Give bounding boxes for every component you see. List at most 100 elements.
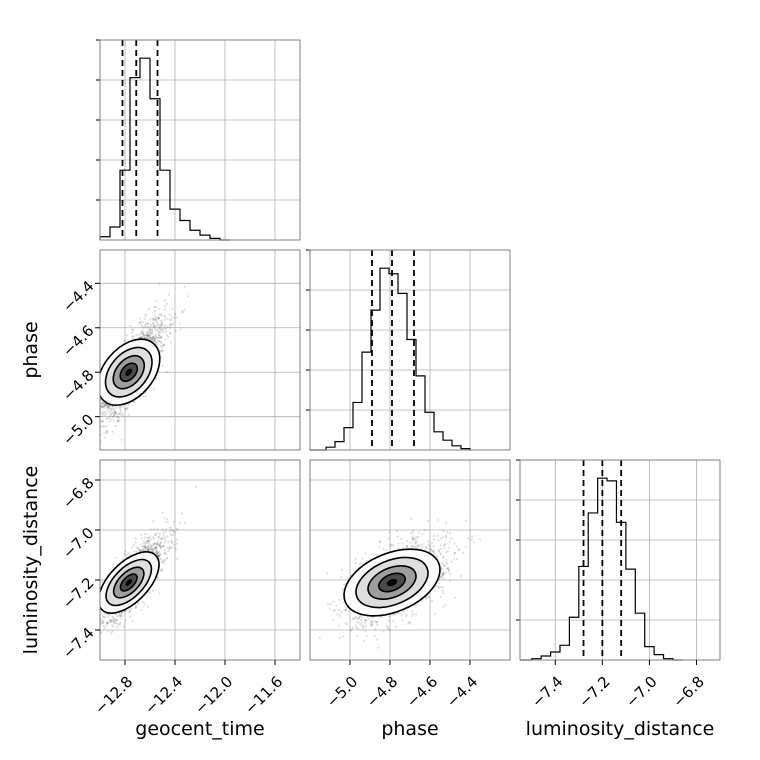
sample-point — [169, 322, 172, 325]
sample-point — [152, 340, 155, 343]
sample-point — [109, 418, 112, 421]
sample-point — [343, 608, 346, 611]
sample-point — [131, 328, 134, 331]
sample-point — [106, 461, 108, 463]
sample-point — [163, 308, 166, 311]
sample-point — [103, 616, 106, 619]
sample-point — [396, 535, 399, 538]
sample-point — [155, 545, 158, 548]
sample-point — [143, 326, 146, 329]
sample-point — [160, 346, 164, 349]
sample-point — [97, 623, 99, 625]
histogram-bin — [344, 428, 353, 450]
sample-point — [107, 404, 110, 407]
sample-point — [139, 549, 142, 553]
sample-point — [164, 530, 167, 533]
sample-point — [147, 334, 150, 337]
sample-point — [141, 549, 144, 552]
histogram-bin — [150, 99, 160, 240]
sample-point — [103, 403, 106, 406]
sample-point — [158, 282, 161, 285]
sample-point — [382, 547, 385, 551]
sample-point — [97, 621, 99, 623]
sample-point — [153, 337, 156, 340]
sample-point — [100, 631, 103, 635]
sample-point — [406, 622, 410, 625]
sample-point — [140, 335, 143, 339]
sample-point — [401, 619, 404, 622]
sample-point — [161, 324, 164, 327]
sample-point — [152, 548, 155, 552]
sample-point — [444, 604, 447, 607]
sample-point — [105, 407, 108, 410]
sample-point — [132, 400, 135, 404]
sample-point — [158, 334, 161, 337]
sample-point — [97, 406, 99, 408]
sample-point — [156, 337, 159, 340]
sample-point — [161, 528, 164, 532]
sample-point — [150, 549, 154, 552]
sample-point — [388, 531, 391, 534]
sample-point — [123, 610, 127, 613]
sample-point — [378, 540, 381, 543]
sample-point — [443, 565, 446, 568]
sample-point — [156, 551, 160, 554]
axes-frame — [99, 39, 301, 241]
sample-point — [361, 624, 365, 627]
sample-point — [436, 518, 439, 522]
sample-point — [97, 604, 99, 606]
sample-point — [164, 338, 167, 341]
sample-point — [151, 339, 154, 342]
sample-point — [122, 625, 125, 628]
sample-point — [450, 537, 453, 540]
sample-point — [446, 562, 449, 566]
sample-point — [126, 406, 129, 409]
sample-point — [318, 636, 321, 639]
histogram-bin — [452, 446, 461, 450]
sample-point — [442, 557, 445, 560]
sample-point — [174, 549, 177, 552]
sample-point — [158, 544, 161, 547]
sample-point — [470, 538, 473, 541]
sample-point — [456, 545, 459, 548]
sample-point — [163, 326, 166, 329]
sample-point — [96, 619, 98, 621]
sample-point — [448, 540, 451, 543]
sample-point — [155, 532, 159, 535]
sample-point — [153, 334, 156, 338]
sample-point — [102, 412, 105, 415]
histogram-bin — [130, 78, 140, 240]
sample-point — [370, 620, 373, 624]
sample-point — [357, 621, 360, 624]
sample-point — [159, 569, 162, 572]
sample-point — [438, 549, 441, 553]
sample-point — [109, 620, 112, 624]
sample-point — [417, 531, 420, 534]
sample-point — [120, 611, 123, 615]
sample-point — [127, 551, 130, 555]
sample-point — [363, 619, 367, 622]
sample-point — [163, 537, 166, 541]
sample-point — [152, 335, 155, 338]
sample-point — [144, 314, 147, 317]
sample-point — [374, 628, 377, 631]
sample-point — [162, 559, 165, 562]
sample-point — [115, 621, 118, 625]
sample-point — [112, 419, 115, 422]
histogram-bin — [541, 656, 550, 660]
sample-point — [106, 573, 109, 577]
sample-point — [113, 413, 116, 416]
sample-point — [156, 542, 159, 546]
sample-point — [168, 326, 171, 329]
sample-point — [143, 603, 147, 606]
sample-point — [156, 551, 159, 554]
sample-point — [170, 546, 173, 550]
sample-point — [84, 621, 86, 623]
sample-point — [161, 544, 164, 548]
sample-point — [156, 543, 159, 546]
sample-point — [111, 615, 114, 618]
sample-point — [153, 337, 156, 340]
sample-point — [120, 438, 123, 441]
sample-point — [108, 420, 111, 423]
